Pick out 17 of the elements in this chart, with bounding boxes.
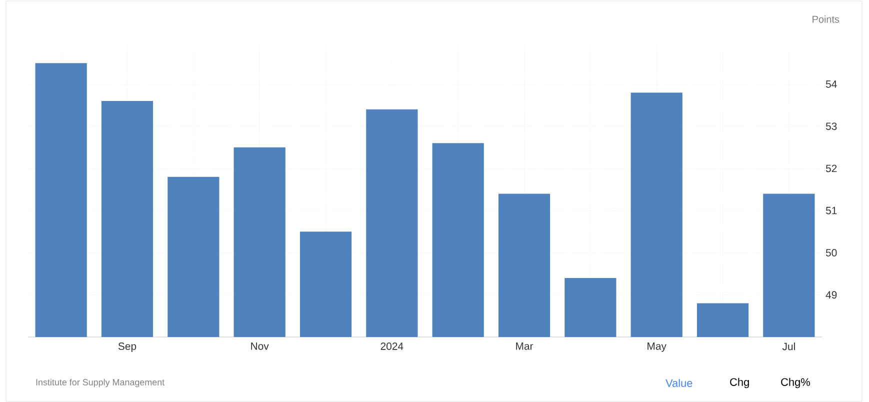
y-axis-title: Points: [812, 16, 840, 23]
x-tick-label: Nov: [251, 342, 269, 350]
x-tick-label: Mar: [516, 342, 534, 350]
text: Chg: [730, 378, 749, 388]
y-tick-label: 51: [826, 206, 837, 214]
text: Institute for Supply Management: [36, 378, 165, 388]
y-tick-label: 50: [826, 249, 837, 256]
text: Chg%: [781, 378, 810, 388]
x-tick-label: Jul: [782, 342, 795, 350]
x-tick-label: May: [648, 342, 666, 352]
x-tick-label: Sep: [118, 342, 136, 352]
y-tick-label: 54: [826, 80, 837, 88]
x-tick-label: 2024: [380, 342, 404, 350]
y-tick-label: 53: [826, 122, 837, 130]
y-tick-label: 49: [826, 291, 837, 299]
text: Value: [666, 378, 692, 388]
y-tick-label: 52: [826, 164, 837, 172]
